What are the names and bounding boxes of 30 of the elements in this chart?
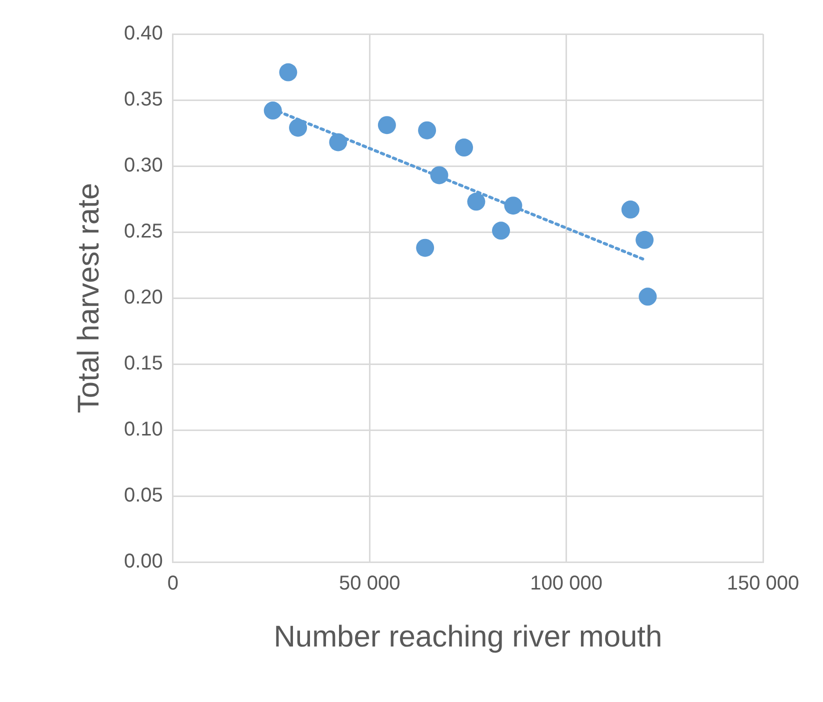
- x-axis-title: Number reaching river mouth: [274, 620, 662, 654]
- x-tick-label: 50 000: [339, 572, 400, 595]
- y-tick-label: 0.15: [124, 352, 163, 375]
- point: [418, 121, 436, 140]
- point: [279, 63, 298, 82]
- point: [504, 196, 522, 215]
- point: [636, 230, 654, 249]
- point: [329, 133, 348, 152]
- point: [467, 192, 486, 211]
- point: [455, 138, 474, 157]
- x-tick-label: 0: [167, 572, 178, 595]
- point: [492, 222, 510, 240]
- point: [264, 102, 282, 120]
- y-tick-label: 0.05: [124, 484, 163, 507]
- y-tick-label: 0.25: [124, 220, 163, 243]
- y-tick-label: 0.30: [124, 154, 163, 177]
- point: [378, 116, 396, 134]
- y-tick-label: 0.00: [124, 550, 163, 573]
- y-tick-label: 0.35: [124, 88, 163, 111]
- point: [416, 238, 434, 257]
- x-tick-label: 150 000: [726, 572, 800, 595]
- point: [430, 166, 448, 184]
- y-axis-title: Total harvest rate: [72, 182, 106, 414]
- y-tick-label: 0.10: [124, 418, 163, 441]
- point: [289, 118, 308, 137]
- point: [621, 200, 640, 219]
- y-tick-label: 0.20: [124, 286, 163, 309]
- x-tick-label: 100 000: [530, 572, 602, 595]
- point: [638, 288, 657, 306]
- y-tick-label: 0.40: [124, 22, 163, 45]
